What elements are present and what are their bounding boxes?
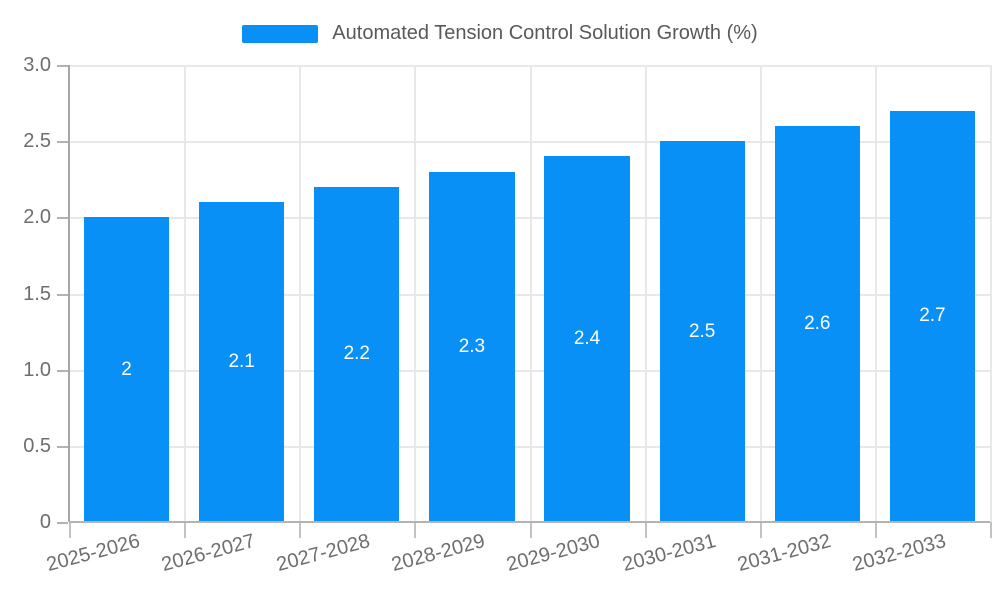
y-tick	[57, 141, 68, 144]
x-tick	[184, 522, 187, 538]
bar-value-label: 2.1	[228, 351, 255, 373]
bar	[429, 171, 515, 522]
bar-value-label: 2	[121, 358, 132, 380]
x-tick	[644, 522, 647, 538]
x-tick	[759, 522, 762, 538]
y-tick-label: 2.0	[23, 206, 51, 229]
y-tick	[57, 369, 68, 372]
bar	[659, 141, 745, 522]
x-tick	[990, 522, 992, 538]
x-tick	[414, 522, 417, 538]
y-tick	[57, 522, 68, 524]
x-tick	[874, 522, 877, 538]
v-gridline	[414, 65, 417, 522]
v-gridline	[990, 65, 992, 522]
bar-value-label: 2.2	[343, 343, 370, 365]
x-tick-label: 2026-2027	[159, 530, 258, 577]
x-tick-label: 2032-2033	[850, 530, 949, 577]
y-tick-label: 2.5	[23, 130, 51, 153]
bar	[774, 125, 860, 522]
x-tick-label: 2027-2028	[274, 530, 373, 577]
v-gridline	[529, 65, 532, 522]
y-tick	[57, 293, 68, 296]
y-tick	[57, 65, 68, 67]
bar-value-label: 2.6	[804, 312, 831, 334]
legend-swatch	[242, 24, 319, 43]
y-tick-label: 3.0	[23, 54, 51, 76]
v-gridline	[644, 65, 647, 522]
legend-item[interactable]: Automated Tension Control Solution Growt…	[242, 22, 758, 45]
v-gridline	[759, 65, 762, 522]
bar-value-label: 2.3	[458, 335, 486, 357]
plot-area: 0 0.5 1.0 1.5 2.0 2.5 3.0 2 2025-2026 2.1 2026-202…	[23, 55, 992, 576]
x-tick-label: 2025-2026	[44, 530, 143, 577]
y-tick-label: 0.5	[23, 434, 51, 457]
x-axis-line	[69, 521, 990, 523]
v-gridline	[874, 65, 877, 522]
y-tick	[57, 445, 68, 448]
bar	[889, 110, 976, 522]
bar	[314, 186, 400, 522]
bar	[83, 217, 170, 522]
chart-legend: Automated Tension Control Solution Growt…	[0, 22, 1000, 45]
v-gridline	[299, 65, 302, 522]
bar-value-label: 2.5	[688, 320, 716, 342]
bar-value-label: 2.7	[919, 305, 946, 327]
x-tick-label: 2031-2032	[734, 530, 834, 577]
y-tick-label: 1.0	[23, 358, 51, 381]
y-tick	[57, 217, 68, 220]
x-tick	[529, 522, 532, 538]
bar-value-label: 2.4	[573, 328, 601, 350]
bar	[199, 202, 285, 522]
bar	[544, 156, 630, 522]
x-tick	[69, 522, 71, 538]
y-tick-label: 1.5	[23, 282, 51, 305]
v-gridline	[184, 65, 187, 522]
x-tick-label: 2029-2030	[504, 530, 603, 577]
x-tick-label: 2028-2029	[389, 530, 488, 577]
x-tick	[299, 522, 302, 538]
y-tick-label: 0	[39, 511, 51, 533]
legend-label: Automated Tension Control Solution Growt…	[332, 22, 758, 44]
y-axis-line	[68, 65, 70, 522]
x-tick-label: 2030-2031	[619, 530, 718, 577]
